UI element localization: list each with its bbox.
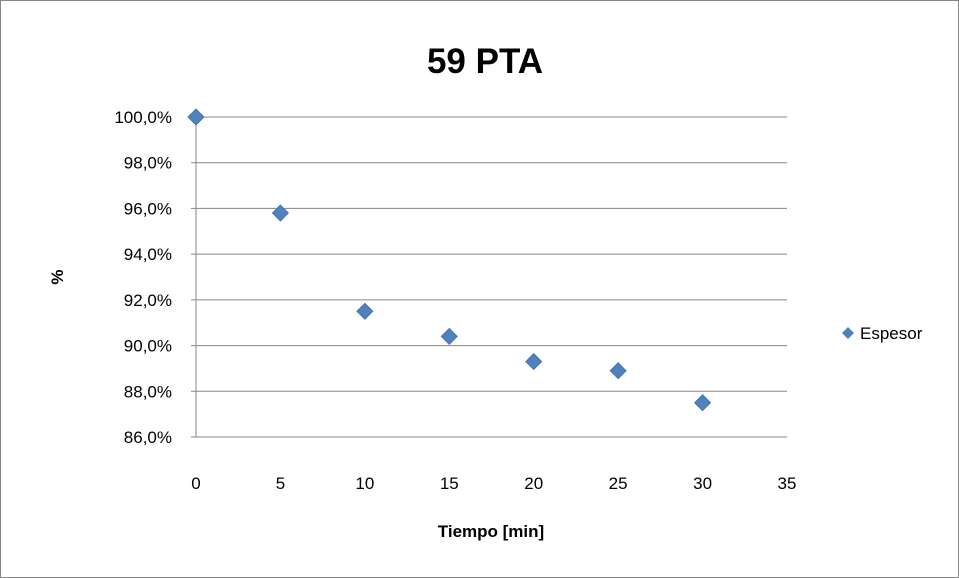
x-tick-label: 25 xyxy=(609,474,628,493)
data-point xyxy=(440,327,458,345)
x-tick-label: 30 xyxy=(693,474,712,493)
data-point xyxy=(694,394,712,412)
data-point xyxy=(271,204,289,222)
data-point xyxy=(187,108,205,126)
legend: Espesor xyxy=(842,324,923,343)
y-tick-label: 88,0% xyxy=(124,382,172,401)
y-tick-labels: 86,0% 88,0% 90,0% 92,0% 94,0% 96,0% 98,0% 100,0… xyxy=(114,108,172,447)
y-tick-label: 96,0% xyxy=(124,199,172,218)
legend-label: Espesor xyxy=(860,324,923,343)
y-axis-title: % xyxy=(48,269,67,284)
x-tick-labels: 0 5 10 15 20 25 30 35 xyxy=(191,474,796,493)
y-tick-label: 94,0% xyxy=(124,245,172,264)
chart-title: 59 PTA xyxy=(427,42,543,81)
x-axis-title: Tiempo [min] xyxy=(438,522,544,541)
x-tick-label: 0 xyxy=(191,474,200,493)
legend-marker-icon xyxy=(842,327,854,339)
data-point xyxy=(525,353,543,371)
x-tick-label: 35 xyxy=(778,474,797,493)
axes xyxy=(191,116,787,438)
y-tick-label: 98,0% xyxy=(124,154,172,173)
data-point xyxy=(609,362,627,380)
y-tick-label: 100,0% xyxy=(114,108,172,127)
x-tick-label: 15 xyxy=(440,474,459,493)
x-tick-label: 10 xyxy=(355,474,374,493)
gridlines xyxy=(196,116,787,392)
x-tick-label: 5 xyxy=(276,474,285,493)
y-tick-label: 92,0% xyxy=(124,291,172,310)
y-tick-label: 86,0% xyxy=(124,428,172,447)
y-tick-label: 90,0% xyxy=(124,337,172,356)
data-point xyxy=(356,302,374,320)
data-points xyxy=(187,108,712,412)
x-tick-label: 20 xyxy=(524,474,543,493)
